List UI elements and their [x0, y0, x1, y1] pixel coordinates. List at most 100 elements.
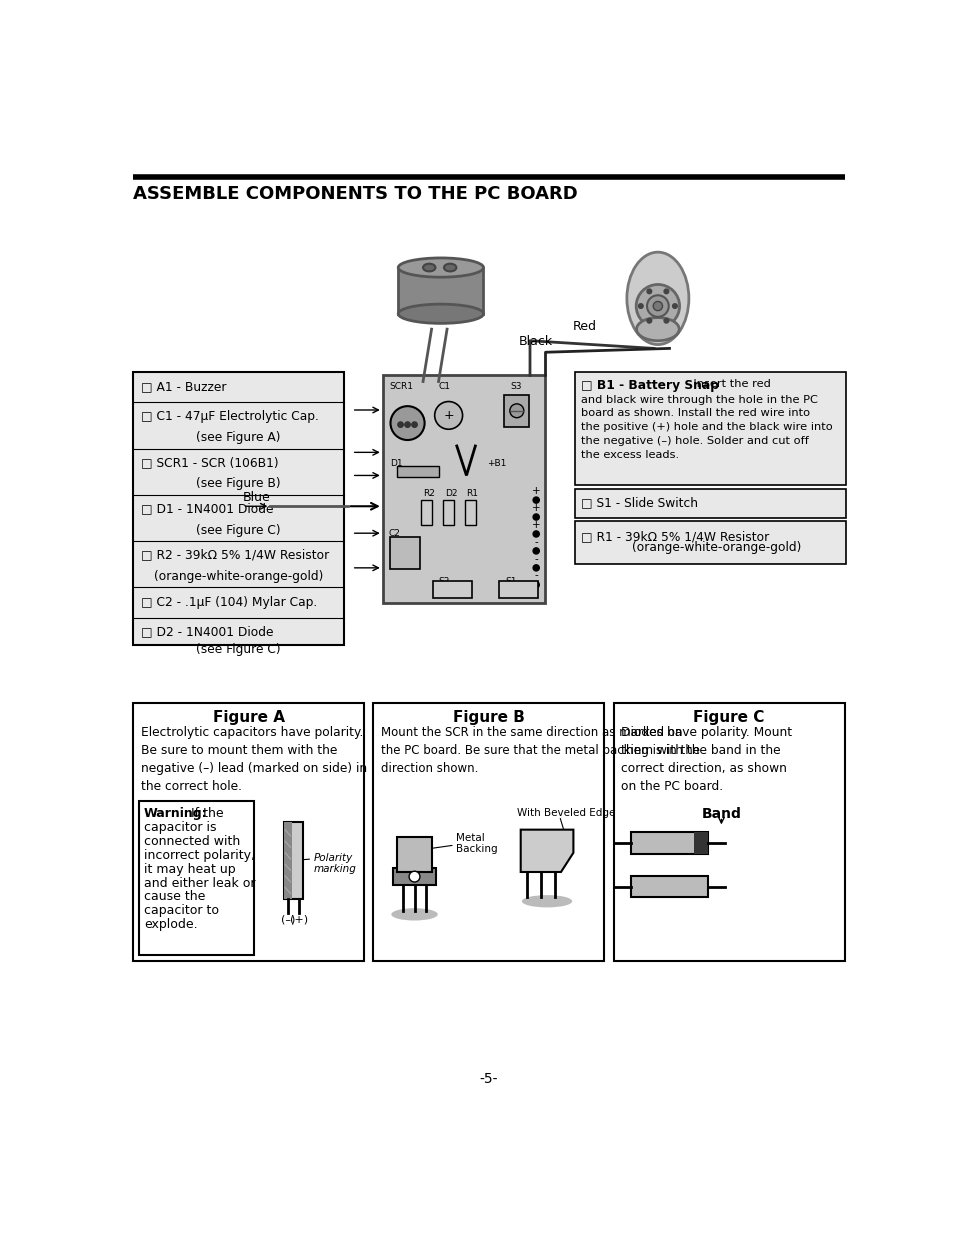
Bar — [284, 823, 303, 899]
Text: ASSEMBLE COMPONENTS TO THE PC BOARD: ASSEMBLE COMPONENTS TO THE PC BOARD — [133, 185, 578, 204]
Circle shape — [663, 319, 668, 324]
Circle shape — [663, 289, 668, 294]
Text: (see Figure B): (see Figure B) — [196, 478, 280, 490]
Text: +: + — [532, 503, 540, 513]
Text: Figure B: Figure B — [453, 710, 524, 725]
Text: -: - — [534, 537, 537, 547]
Text: the positive (+) hole and the black wire into: the positive (+) hole and the black wire… — [580, 422, 832, 432]
Text: (orange-white-orange-gold): (orange-white-orange-gold) — [153, 569, 323, 583]
Circle shape — [533, 496, 538, 503]
Text: C2: C2 — [389, 530, 400, 538]
Bar — [575, 521, 845, 564]
Text: □ S1 - Slide Switch: □ S1 - Slide Switch — [580, 496, 698, 510]
Text: and either leak or: and either leak or — [144, 877, 255, 889]
Bar — [133, 703, 364, 961]
Text: (orange-white-orange-gold): (orange-white-orange-gold) — [632, 541, 801, 553]
Text: and black wire through the hole in the PC: and black wire through the hole in the P… — [580, 395, 817, 405]
Bar — [390, 537, 419, 569]
Bar — [464, 500, 476, 525]
Text: □ R2 - 39kΩ 5% 1/4W Resistor: □ R2 - 39kΩ 5% 1/4W Resistor — [141, 548, 329, 562]
Text: it may heat up: it may heat up — [144, 863, 235, 876]
Text: Diodes have polarity. Mount
them with the band in the
correct direction, as show: Diodes have polarity. Mount them with th… — [620, 726, 792, 793]
Text: Metal
Backing: Metal Backing — [456, 832, 497, 855]
Text: (see Figure C): (see Figure C) — [196, 643, 280, 656]
Text: Black: Black — [517, 336, 552, 348]
Circle shape — [533, 531, 538, 537]
Circle shape — [636, 284, 679, 327]
Bar — [393, 868, 436, 885]
Text: Electrolytic capacitors have polarity.
Be sure to mount them with the
negative (: Electrolytic capacitors have polarity. B… — [141, 726, 367, 793]
Ellipse shape — [636, 317, 679, 341]
Circle shape — [390, 406, 424, 440]
Text: (see Figure A): (see Figure A) — [196, 431, 280, 445]
Text: explode.: explode. — [144, 918, 197, 931]
Circle shape — [404, 422, 410, 427]
Bar — [421, 500, 432, 525]
Bar — [433, 580, 472, 598]
Text: Warning:: Warning: — [144, 808, 208, 820]
Bar — [694, 832, 707, 853]
Bar — [575, 372, 845, 485]
Text: S3: S3 — [510, 382, 521, 390]
Text: □ C1 - 47μF Electrolytic Cap.: □ C1 - 47μF Electrolytic Cap. — [141, 410, 318, 424]
Text: R2: R2 — [422, 489, 435, 498]
Text: S2: S2 — [438, 577, 450, 587]
Text: - Insert the red: - Insert the red — [681, 379, 770, 389]
Circle shape — [533, 582, 538, 588]
Text: S1: S1 — [505, 577, 517, 587]
Ellipse shape — [422, 264, 435, 272]
Bar — [133, 372, 344, 645]
Ellipse shape — [391, 908, 437, 920]
Bar — [396, 837, 432, 872]
Text: Figure A: Figure A — [213, 710, 284, 725]
Text: capacitor is: capacitor is — [144, 821, 216, 834]
Circle shape — [412, 422, 416, 427]
Bar — [504, 395, 529, 427]
Text: □ D2 - 1N4001 Diode: □ D2 - 1N4001 Diode — [141, 626, 274, 638]
Text: Band: Band — [700, 806, 740, 820]
Text: incorrect polarity,: incorrect polarity, — [144, 848, 254, 862]
Text: □ B1 - Battery Snap: □ B1 - Battery Snap — [580, 379, 719, 393]
Circle shape — [646, 289, 651, 294]
Bar — [139, 802, 253, 955]
Text: +: + — [532, 520, 540, 530]
Circle shape — [653, 301, 661, 311]
Text: connected with: connected with — [144, 835, 240, 848]
Circle shape — [533, 548, 538, 555]
Text: cause the: cause the — [144, 890, 205, 904]
Text: □ D1 - 1N4001 Diode: □ D1 - 1N4001 Diode — [141, 503, 274, 515]
Text: D2: D2 — [444, 489, 456, 498]
Text: Polarity
marking: Polarity marking — [314, 852, 356, 874]
Text: Figure C: Figure C — [693, 710, 764, 725]
Ellipse shape — [397, 258, 483, 277]
Text: Blue: Blue — [243, 492, 271, 504]
Bar — [575, 489, 845, 517]
Text: SCR1: SCR1 — [389, 382, 413, 390]
Text: +B1: +B1 — [487, 458, 506, 468]
Bar — [443, 500, 454, 525]
Text: the negative (–) hole. Solder and cut off: the negative (–) hole. Solder and cut of… — [580, 436, 808, 446]
Bar — [397, 268, 483, 314]
Bar — [630, 876, 707, 898]
Text: If the: If the — [191, 808, 223, 820]
Bar — [373, 703, 604, 961]
Ellipse shape — [443, 264, 456, 272]
Text: □ C2 - .1μF (104) Mylar Cap.: □ C2 - .1μF (104) Mylar Cap. — [141, 597, 316, 609]
Bar — [382, 375, 545, 603]
Text: □ R1 - 39kΩ 5% 1/4W Resistor: □ R1 - 39kΩ 5% 1/4W Resistor — [580, 530, 768, 543]
Circle shape — [509, 404, 523, 417]
Text: With Beveled Edge: With Beveled Edge — [517, 808, 615, 818]
Bar — [613, 703, 843, 961]
Text: -: - — [534, 553, 537, 563]
Circle shape — [646, 319, 651, 324]
Circle shape — [646, 295, 668, 317]
Text: capacitor to: capacitor to — [144, 904, 219, 918]
Circle shape — [409, 871, 419, 882]
Circle shape — [638, 304, 642, 309]
Text: board as shown. Install the red wire into: board as shown. Install the red wire int… — [580, 409, 809, 419]
Text: Red: Red — [572, 320, 596, 333]
Text: □ SCR1 - SCR (106B1): □ SCR1 - SCR (106B1) — [141, 456, 278, 469]
Ellipse shape — [521, 895, 572, 908]
Text: □ A1 - Buzzer: □ A1 - Buzzer — [141, 380, 226, 394]
Ellipse shape — [626, 252, 688, 345]
